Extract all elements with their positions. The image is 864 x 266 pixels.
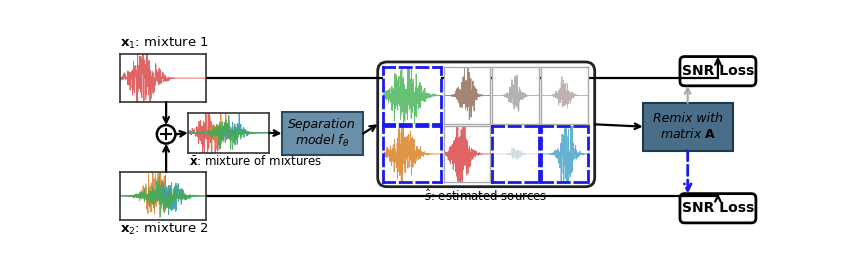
Text: SNR Loss: SNR Loss xyxy=(682,64,754,78)
Circle shape xyxy=(157,125,175,144)
Text: $\hat{s}$: estimated sources: $\hat{s}$: estimated sources xyxy=(424,188,548,204)
Text: $\mathbf{x}_2$: mixture 2: $\mathbf{x}_2$: mixture 2 xyxy=(120,221,209,238)
Text: Remix with
matrix $\mathbf{A}$: Remix with matrix $\mathbf{A}$ xyxy=(653,112,722,141)
FancyBboxPatch shape xyxy=(643,103,733,151)
Text: $\bar{\mathbf{x}}$: mixture of mixtures: $\bar{\mathbf{x}}$: mixture of mixtures xyxy=(188,154,321,168)
FancyBboxPatch shape xyxy=(378,62,594,187)
Text: Separation
model $f_\theta$: Separation model $f_\theta$ xyxy=(289,118,356,149)
Text: SNR Loss: SNR Loss xyxy=(682,201,754,215)
FancyBboxPatch shape xyxy=(680,57,756,86)
Text: $\mathbf{x}_1$: mixture 1: $\mathbf{x}_1$: mixture 1 xyxy=(120,35,209,51)
FancyBboxPatch shape xyxy=(282,112,363,155)
FancyBboxPatch shape xyxy=(680,194,756,223)
